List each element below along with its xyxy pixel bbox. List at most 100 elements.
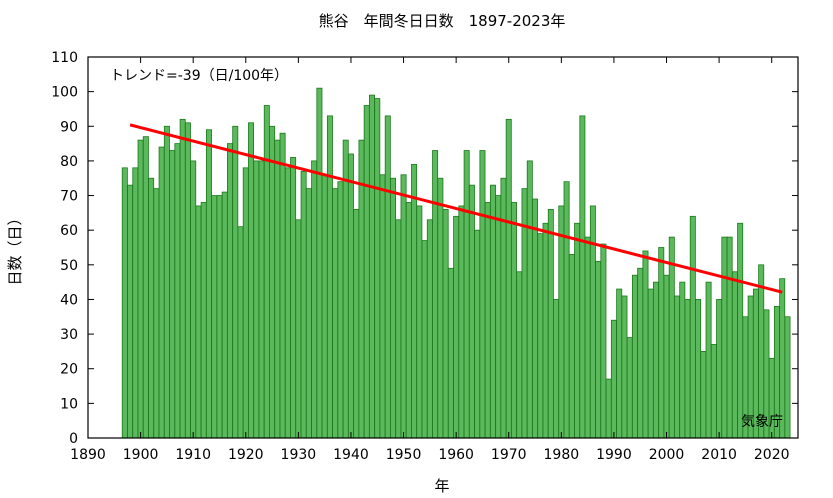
bar-1980 [558,205,565,439]
x-tick-label: 1910 [175,447,211,463]
bar-1963 [468,184,475,439]
bar-2014 [737,222,744,439]
bar-1913 [205,129,212,439]
bar-1969 [500,177,507,439]
bar-1903 [153,188,160,439]
bar-1928 [284,167,291,439]
y-tick-label: 90 [60,119,78,135]
bar-2002 [674,295,681,439]
bar-1945 [374,98,381,439]
bar-1932 [305,188,312,439]
x-tick-label: 1990 [596,447,632,463]
x-tick-label: 1930 [281,447,317,463]
bar-1922 [253,160,260,439]
plot-frame [87,56,799,439]
y-tick-label: 20 [60,362,78,378]
bar-2010 [716,299,723,439]
x-tick-label: 2020 [754,447,790,463]
x-tick-label: 2010 [701,447,737,463]
bar-1938 [337,181,344,439]
bar-1972 [516,271,523,439]
x-axis: 1890 1900 1910 1920 1930 1940 1950 1960 1970 1980… [70,57,790,463]
bar-2023 [784,316,791,439]
bar-2006 [695,299,702,439]
bar-1923 [258,160,265,439]
bar-1958 [442,208,449,439]
bar-1940 [347,153,354,439]
bar-1907 [174,143,181,439]
x-axis-label: 年 [434,477,449,495]
bar-1949 [395,219,402,439]
bar-1995 [637,267,644,439]
y-tick-label: 100 [51,85,78,101]
bar-1964 [474,229,481,439]
x-tick-label: 1890 [70,447,106,463]
bar-1920 [242,167,249,439]
y-tick-label: 10 [60,396,78,412]
bar-1971 [511,202,517,439]
bar-2007 [700,351,707,439]
bar-1924 [263,105,270,439]
chart-title: 熊谷 年間冬日日数 1897-2023年 [319,12,566,30]
bar-1960 [453,215,460,439]
x-tick-label: 1980 [544,447,580,463]
bar-1956 [432,150,439,439]
bar-1985 [584,236,591,439]
bar-1929 [290,157,297,439]
bar-1917 [227,143,233,439]
bar-1908 [179,118,186,439]
bar-1997 [647,288,654,439]
bar-1974 [526,160,533,439]
bar-1952 [411,163,418,439]
bar-1992 [621,295,628,439]
x-tick-label: 1920 [228,447,264,463]
y-tick-label: 0 [69,431,78,447]
bar-1947 [384,115,391,439]
bar-1914 [211,195,218,439]
bar-1978 [547,208,554,439]
bar-1946 [379,174,386,439]
bar-1918 [232,125,239,439]
bar-1966 [484,202,491,439]
y-tick-label: 70 [60,189,78,205]
bar-2018 [758,264,765,439]
bar-1975 [532,198,539,439]
bar-1953 [416,205,423,439]
bar-2008 [705,281,712,439]
bar-1976 [537,233,544,439]
bar-2009 [710,344,717,439]
bar-1899 [132,167,139,439]
y-tick-label: 60 [60,223,78,239]
bar-1968 [495,195,502,439]
trend-line [129,123,783,294]
bar-1897 [121,167,128,439]
bar-1916 [221,191,228,439]
bar-2005 [689,215,696,439]
bar-1954 [421,240,428,439]
bar-1987 [595,260,602,439]
bar-1989 [605,378,612,439]
bar-series [121,87,791,439]
bar-2003 [679,281,686,439]
bar-1943 [363,105,370,439]
bar-2004 [684,299,691,439]
y-axis: 0 10 20 30 40 50 60 70 80 90 100 110 [51,50,798,447]
trend-label: トレンド=-39（日/100年） [110,68,288,84]
bar-1979 [553,299,560,439]
bar-1931 [300,170,307,439]
bar-1905 [163,125,170,439]
x-tick-label: 1960 [438,447,474,463]
bar-1965 [479,150,486,439]
bar-1977 [542,222,549,439]
x-tick-label: 1950 [386,447,422,463]
bar-1959 [447,267,454,439]
bar-1955 [426,219,433,439]
bar-1950 [400,174,407,439]
bar-1898 [127,184,134,439]
bar-1990 [610,319,617,439]
bar-1998 [653,281,659,439]
bar-1948 [390,177,397,439]
bar-2011 [721,236,728,439]
bar-1933 [311,160,318,439]
bar-2013 [731,271,738,439]
